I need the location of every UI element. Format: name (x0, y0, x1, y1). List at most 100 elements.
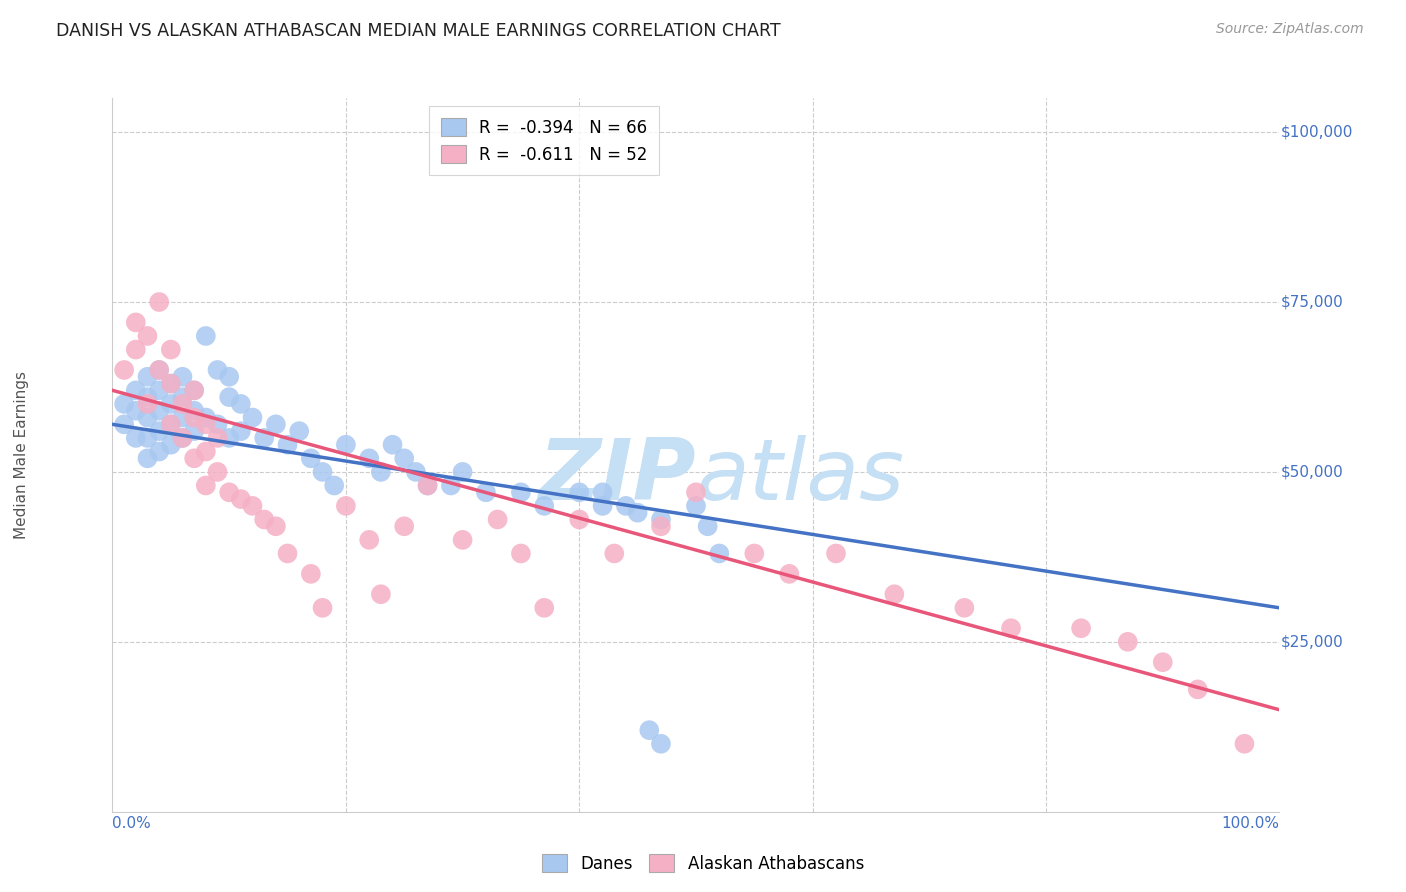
Point (253, 512, 276, 526)
Point (207, 465, 229, 479)
Point (148, 424, 170, 438)
Point (218, 431, 240, 445)
Point (172, 390, 194, 404)
Point (112, 397, 135, 411)
Point (160, 438, 183, 452)
Point (416, 478, 439, 492)
Point (311, 465, 333, 479)
Point (160, 376, 183, 391)
Text: 0.0%: 0.0% (112, 816, 152, 831)
Point (207, 431, 229, 445)
Point (136, 451, 159, 466)
Point (207, 363, 229, 377)
Point (311, 600, 333, 615)
Point (253, 431, 276, 445)
Point (825, 546, 848, 560)
Point (218, 390, 240, 404)
Point (136, 329, 159, 343)
Point (172, 431, 194, 445)
Point (264, 417, 287, 432)
Point (568, 485, 591, 500)
Point (148, 363, 170, 377)
Text: 100.0%: 100.0% (1222, 816, 1279, 831)
Point (183, 384, 205, 398)
Point (335, 499, 357, 513)
Point (136, 397, 159, 411)
Point (148, 295, 170, 310)
Point (194, 444, 217, 458)
Point (778, 566, 800, 581)
Text: $50,000: $50,000 (1281, 465, 1344, 479)
Point (148, 363, 170, 377)
Point (405, 465, 427, 479)
Point (264, 519, 287, 533)
Point (392, 451, 416, 466)
Point (183, 403, 205, 417)
Point (416, 478, 439, 492)
Point (370, 587, 392, 601)
Point (183, 384, 205, 398)
Point (207, 417, 229, 432)
Point (183, 451, 205, 466)
Text: ZIP: ZIP (538, 434, 696, 518)
Point (242, 410, 264, 425)
Point (650, 519, 672, 533)
Point (125, 431, 148, 445)
Point (160, 343, 183, 357)
Point (218, 369, 240, 384)
Point (136, 369, 159, 384)
Point (299, 451, 322, 466)
Point (359, 451, 381, 466)
Point (953, 600, 976, 615)
Point (627, 506, 650, 520)
Point (592, 499, 614, 513)
Point (229, 492, 252, 507)
Point (125, 343, 148, 357)
Point (288, 424, 311, 438)
Point (242, 499, 264, 513)
Point (112, 417, 135, 432)
Point (1000, 621, 1022, 635)
Point (440, 478, 463, 492)
Point (568, 512, 591, 526)
Point (451, 533, 474, 547)
Point (1116, 635, 1139, 649)
Point (509, 546, 531, 560)
Point (183, 410, 205, 425)
Text: DANISH VS ALASKAN ATHABASCAN MEDIAN MALE EARNINGS CORRELATION CHART: DANISH VS ALASKAN ATHABASCAN MEDIAN MALE… (56, 22, 780, 40)
Point (709, 546, 731, 560)
Text: Source: ZipAtlas.com: Source: ZipAtlas.com (1216, 22, 1364, 37)
Text: Median Male Earnings: Median Male Earnings (14, 371, 28, 539)
Point (381, 438, 404, 452)
Text: $25,000: $25,000 (1281, 634, 1344, 649)
Point (194, 478, 217, 492)
Point (685, 499, 707, 513)
Point (229, 397, 252, 411)
Point (475, 485, 498, 500)
Point (112, 363, 135, 377)
Point (451, 465, 474, 479)
Point (650, 737, 672, 751)
Point (370, 465, 392, 479)
Point (125, 403, 148, 417)
Point (160, 417, 183, 432)
Point (125, 315, 148, 329)
Point (218, 485, 240, 500)
Point (359, 533, 381, 547)
Point (509, 485, 531, 500)
Point (125, 384, 148, 398)
Point (194, 410, 217, 425)
Point (172, 397, 194, 411)
Point (533, 499, 555, 513)
Point (592, 485, 614, 500)
Point (172, 410, 194, 425)
Point (1187, 682, 1209, 697)
Point (160, 376, 183, 391)
Point (183, 424, 205, 438)
Point (335, 438, 357, 452)
Point (603, 546, 626, 560)
Point (533, 600, 555, 615)
Point (148, 403, 170, 417)
Legend: Danes, Alaskan Athabascans: Danes, Alaskan Athabascans (536, 847, 870, 880)
Point (136, 410, 159, 425)
